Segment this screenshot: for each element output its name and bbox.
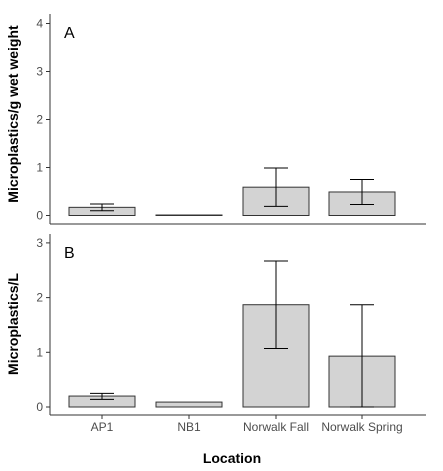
error-bar: [90, 203, 114, 212]
y-tick-label: 3: [36, 65, 43, 79]
panel-a: A 0 1 2 3 4: [36, 14, 426, 225]
error-bar: [90, 392, 114, 400]
x-axis-title: Location: [203, 450, 261, 466]
error-bar: [350, 304, 374, 408]
error-bar: [264, 260, 288, 349]
x-tick-label: Norwalk Spring: [321, 420, 402, 434]
bar-nb1: [155, 214, 223, 216]
y-tick-label: 0: [36, 400, 43, 414]
y-tick-label: 4: [36, 17, 43, 31]
panel-b: B 0 1 2 3: [36, 234, 426, 416]
y-tick-label: 3: [36, 236, 43, 250]
x-tick-label: AP1: [91, 420, 114, 434]
y-axis-title-b: Microplastics/L: [5, 273, 21, 375]
y-tick-label: 2: [36, 291, 43, 305]
panel-tag-a: A: [64, 25, 75, 42]
bar-nb1: [155, 401, 223, 408]
y-tick-label: 0: [36, 209, 43, 223]
y-tick-label: 2: [36, 113, 43, 127]
error-bar: [350, 179, 374, 205]
x-tick-label: NB1: [177, 420, 201, 434]
x-axis: AP1 NB1 Norwalk Fall Norwalk Spring: [91, 415, 403, 434]
x-tick-label: Norwalk Fall: [243, 420, 309, 434]
panel-tag-b: B: [64, 245, 75, 262]
y-tick-label: 1: [36, 345, 43, 359]
error-bar: [264, 167, 288, 207]
y-axis-title-a: Microplastics/g wet weight: [5, 25, 21, 203]
y-tick-label: 1: [36, 161, 43, 175]
